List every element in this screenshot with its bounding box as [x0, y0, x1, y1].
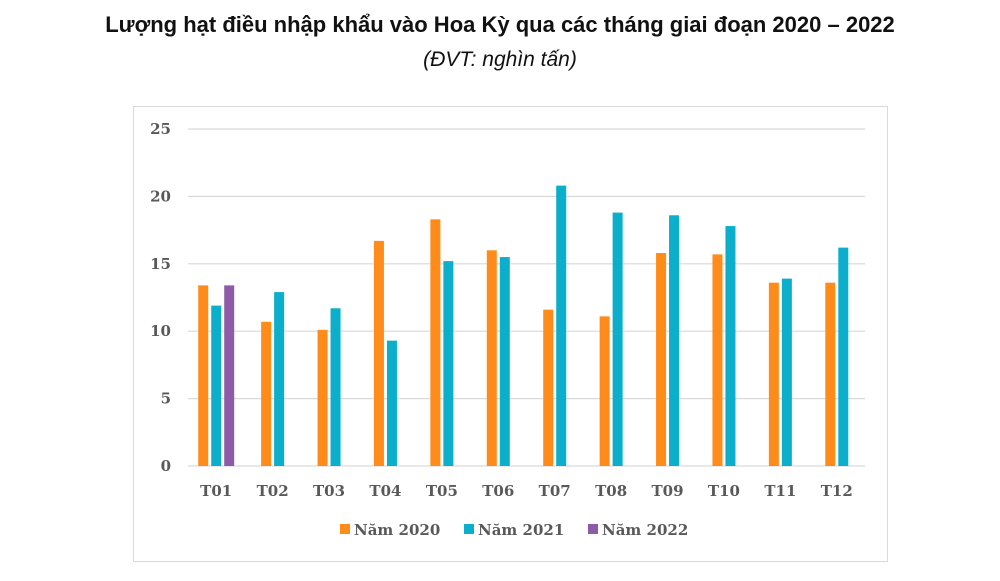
y-tick-label: 10 [150, 322, 171, 340]
x-tick-label: T08 [595, 482, 627, 500]
y-tick-label: 20 [150, 187, 171, 205]
legend-label: Năm 2020 [354, 521, 440, 539]
legend-label: Năm 2021 [478, 521, 564, 539]
bar-t06-series-1 [499, 257, 510, 466]
bar-t10-series-1 [725, 226, 736, 466]
x-tick-label: T01 [200, 482, 232, 500]
bar-t07-series-0 [543, 309, 554, 466]
bar-t07-series-1 [556, 185, 567, 466]
x-tick-label: T02 [257, 482, 289, 500]
bar-t11-series-1 [781, 278, 792, 466]
bar-t08-series-1 [612, 212, 623, 466]
x-tick-label: T12 [821, 482, 853, 500]
bar-t05-series-0 [430, 219, 441, 466]
bar-t12-series-0 [825, 282, 836, 466]
chart-frame [133, 106, 888, 562]
bar-t12-series-1 [838, 247, 849, 466]
bar-t08-series-0 [599, 316, 610, 466]
x-tick-label: T11 [764, 482, 796, 500]
y-tick-label: 0 [161, 457, 171, 475]
x-tick-label: T07 [539, 482, 571, 500]
x-tick-label: T04 [369, 482, 401, 500]
bar-t03-series-1 [330, 308, 341, 466]
bar-t03-series-0 [317, 329, 328, 466]
bar-t02-series-1 [274, 292, 285, 466]
chart-title: Lượng hạt điều nhập khẩu vào Hoa Kỳ qua … [105, 12, 895, 37]
x-tick-label: T03 [313, 482, 345, 500]
bar-t04-series-1 [386, 340, 397, 466]
bar-t01-series-2 [224, 285, 235, 466]
legend-swatch [588, 524, 598, 534]
x-tick-label: T05 [426, 482, 458, 500]
chart-subtitle: (ĐVT: nghìn tấn) [423, 48, 577, 71]
x-tick-label: T09 [652, 482, 684, 500]
bar-t11-series-0 [768, 282, 779, 466]
legend-label: Năm 2022 [602, 521, 688, 539]
x-tick-label: T10 [708, 482, 740, 500]
legend-swatch [340, 524, 350, 534]
y-tick-label: 15 [150, 255, 171, 273]
x-tick-label: T06 [482, 482, 514, 500]
bar-t09-series-1 [669, 215, 680, 466]
bar-t01-series-1 [211, 305, 222, 466]
bar-t10-series-0 [712, 254, 723, 466]
bar-t06-series-0 [486, 250, 497, 466]
bar-t02-series-0 [261, 321, 272, 466]
y-tick-label: 25 [150, 120, 171, 138]
bar-t09-series-0 [656, 253, 667, 466]
bar-t04-series-0 [373, 240, 384, 466]
y-tick-label: 5 [161, 390, 171, 408]
bar-t05-series-1 [443, 261, 454, 466]
bar-t01-series-0 [198, 285, 209, 466]
legend-swatch [464, 524, 474, 534]
